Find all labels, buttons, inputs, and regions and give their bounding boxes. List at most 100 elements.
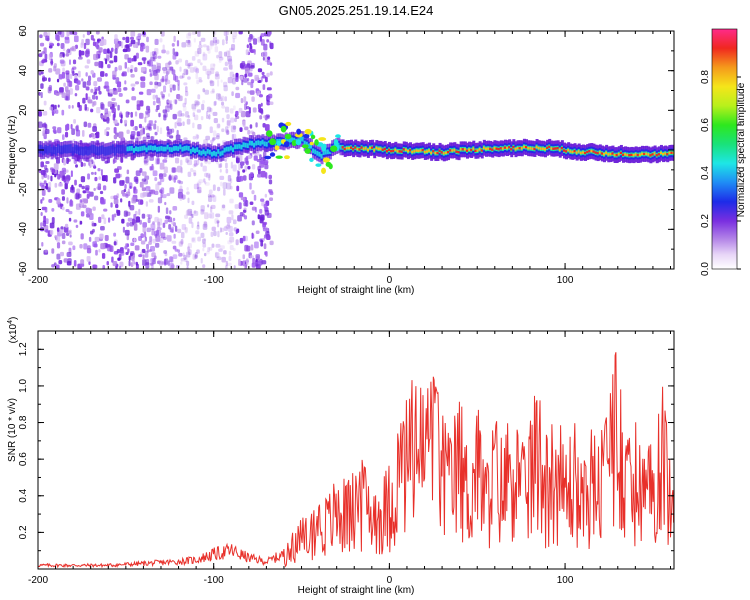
spectrogram-band-core <box>48 144 52 154</box>
spectrogram-noise-cell <box>186 33 191 39</box>
spectrogram-noise-cell <box>208 107 213 114</box>
spectrogram-noise-cell <box>120 157 124 163</box>
spectrogram-noise-cell <box>167 61 172 65</box>
spectrogram-noise-cell <box>178 241 183 247</box>
spectrogram-noise-cell <box>166 234 169 238</box>
spectrogram-noise-cell <box>245 155 249 161</box>
spectrogram-band-peak <box>288 137 292 143</box>
spectrogram-noise-cell <box>199 40 202 45</box>
spectrogram-noise-cell <box>116 81 122 88</box>
spectrogram-noise-cell <box>202 247 205 252</box>
spectrogram-noise-cell <box>122 48 128 53</box>
spectrogram-noise-cell <box>154 81 159 86</box>
spectrogram-noise-cell <box>92 94 96 100</box>
spectrogram-noise-cell <box>90 34 94 41</box>
spectrogram-ridge <box>529 147 533 150</box>
spectrogram-noise-cell <box>184 91 189 97</box>
spectrogram-noise-cell <box>126 169 130 175</box>
spectrogram-ridge <box>440 151 444 154</box>
spectrogram-noise-cell <box>249 201 254 206</box>
spectrogram-ridge <box>455 150 459 153</box>
spectrogram-noise-cell <box>85 185 90 190</box>
colorbar-tick-label-2: 0.4 <box>700 166 711 180</box>
spectrogram-noise-cell <box>232 35 237 40</box>
spectrogram-noise-cell <box>255 230 260 235</box>
spectrogram-noise-cell <box>94 171 97 176</box>
spectrogram-ridge <box>632 153 636 157</box>
spectrogram-noise-cell <box>247 72 253 77</box>
spectrogram-noise-cell <box>225 162 228 169</box>
spectrogram-noise-cell <box>269 197 274 201</box>
spectrogram-noise-cell <box>203 252 207 257</box>
spectrogram-band-core <box>59 145 63 155</box>
spectrogram-noise-cell <box>221 227 225 233</box>
spectrogram-noise-cell <box>213 230 217 237</box>
spectrogram-noise-cell <box>178 252 183 257</box>
spectrogram-noise-cell <box>194 254 198 259</box>
spectrogram-band-peak <box>141 145 145 151</box>
spectrogram-noise-cell <box>203 221 208 228</box>
spectrogram-band-peak <box>130 145 134 151</box>
spectrogram-noise-cell <box>43 100 47 106</box>
spectrogram-noise-cell <box>93 187 96 192</box>
spectrogram-blob <box>304 128 312 135</box>
spectrogram-noise-cell <box>116 263 119 267</box>
spectrogram-noise-cell <box>111 97 116 101</box>
spectrogram-noise-cell <box>215 251 218 258</box>
spectrogram-noise-cell <box>45 160 50 165</box>
colorbar-tick-label-0: 0.0 <box>700 262 711 276</box>
spectrogram-ridge <box>478 147 482 151</box>
spectrogram-noise-cell <box>51 264 55 268</box>
spectrogram-noise-cell <box>104 108 109 115</box>
spectrogram-noise-cell <box>187 76 191 80</box>
spectrogram-noise-cell <box>251 164 256 170</box>
spectrogram-noise-cell <box>166 193 171 197</box>
spectrogram-ridge <box>664 152 668 155</box>
spectrogram-noise-cell <box>187 115 191 119</box>
spectrogram-noise-cell <box>78 183 83 188</box>
spectrogram-noise-cell <box>204 89 210 95</box>
spectrogram-ridge <box>670 151 674 154</box>
spectrogram-ridge <box>522 145 526 148</box>
spectrogram-ridge <box>449 149 453 152</box>
colorbar-gradient <box>711 28 738 270</box>
spectrogram-noise-cell <box>262 237 265 242</box>
spectrogram-noise-cell <box>82 129 85 137</box>
spectrogram-noise-cell <box>143 231 147 238</box>
spectrogram-noise-cell <box>225 168 229 174</box>
spectrogram-noise-cell <box>220 79 223 83</box>
spectrogram-band-peak <box>164 146 168 152</box>
spectrogram-noise-cell <box>45 229 49 233</box>
spectrogram-noise-cell <box>174 157 180 164</box>
spectrogram-band-core <box>111 144 115 153</box>
spectrogram-noise-cell <box>98 248 101 253</box>
spectrogram-noise-cell <box>183 254 187 261</box>
spectrogram-noise-cell <box>216 54 219 59</box>
spectrogram-noise-cell <box>95 95 98 100</box>
spectrogram-noise-cell <box>263 51 268 57</box>
spectrogram-noise-cell <box>245 258 249 265</box>
spectrogram-noise-cell <box>41 185 46 191</box>
spectrogram-blob <box>269 152 276 157</box>
spectrogram-noise-cell <box>247 165 251 170</box>
spectrogram-noise-cell <box>51 168 56 173</box>
spectrogram-noise-cell <box>185 69 189 75</box>
spectrogram-noise-cell <box>173 233 176 239</box>
spectrogram-noise-cell <box>41 123 47 128</box>
spectrogram-noise-cell <box>235 229 238 235</box>
spectrogram-ridge <box>662 152 666 156</box>
spectrogram-band-peak <box>145 147 149 153</box>
spectrogram-noise-cell <box>217 123 221 128</box>
spectrogram-ridge <box>598 151 602 154</box>
spectrogram-noise-cell <box>124 61 128 69</box>
spectrogram-noise-cell <box>113 127 117 134</box>
spectrogram-noise-cell <box>120 114 123 119</box>
spectrogram-noise-cell <box>206 250 210 255</box>
spectrogram-ridge <box>512 145 516 149</box>
spectrogram-band-peak <box>259 141 263 146</box>
spectrogram-noise-cell <box>164 201 167 206</box>
spectrogram-noise-cell <box>210 67 215 74</box>
spectrogram-y-ticks: -60 -40 -20 0 20 40 60 <box>18 25 674 276</box>
spectrogram-noise-cell <box>178 58 183 63</box>
spectrogram-noise-cell <box>194 252 198 258</box>
